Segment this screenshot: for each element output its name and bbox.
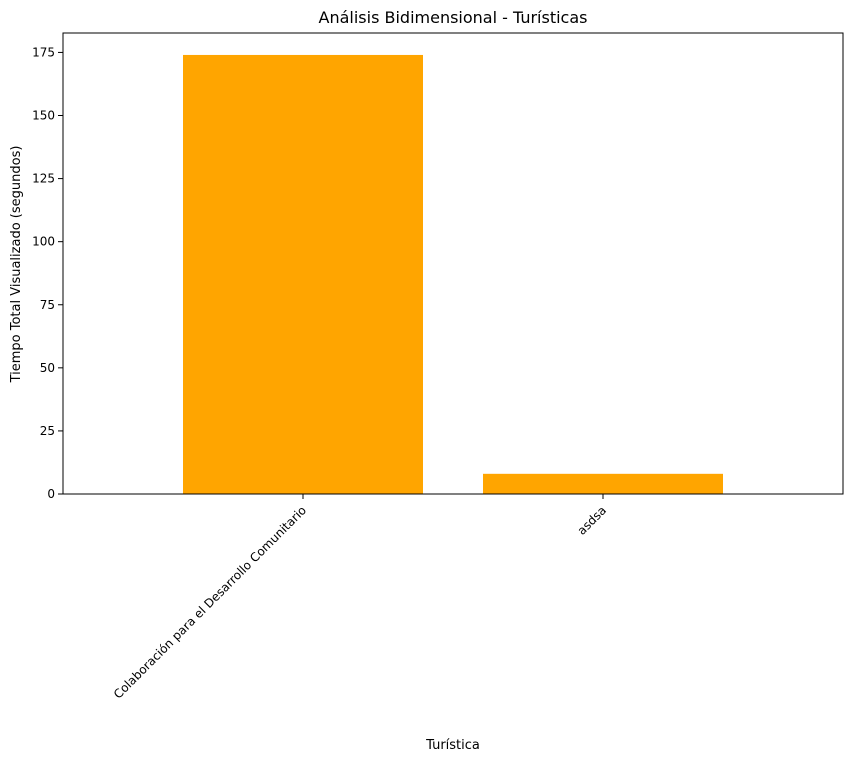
y-tick-label-4: 100 <box>32 235 55 249</box>
chart-title: Análisis Bidimensional - Turísticas <box>319 8 588 27</box>
plot-frame <box>62 32 844 495</box>
bar-1 <box>483 473 723 494</box>
bars-layer <box>183 54 723 494</box>
y-tick-label-5: 125 <box>32 172 55 186</box>
y-tick-label-7: 175 <box>32 45 55 59</box>
y-tick-label-6: 150 <box>32 109 55 123</box>
y-tick-label-0: 0 <box>47 487 55 501</box>
y-axis: 0 25 50 75 100 125 150 175 <box>32 45 63 501</box>
x-tick-label-1: asdsa <box>575 503 610 538</box>
y-axis-title: Tiempo Total Visualizado (segundos) <box>9 146 24 384</box>
x-tick-label-0: Colaboración para el Desarrollo Comunita… <box>111 503 309 701</box>
y-tick-label-3: 75 <box>40 298 55 312</box>
y-tick-label-2: 50 <box>40 361 55 375</box>
bar-0 <box>183 54 423 494</box>
y-tick-label-1: 25 <box>40 424 55 438</box>
x-axis-title: Turística <box>425 738 480 753</box>
x-axis: Colaboración para el Desarrollo Comunita… <box>111 494 609 701</box>
